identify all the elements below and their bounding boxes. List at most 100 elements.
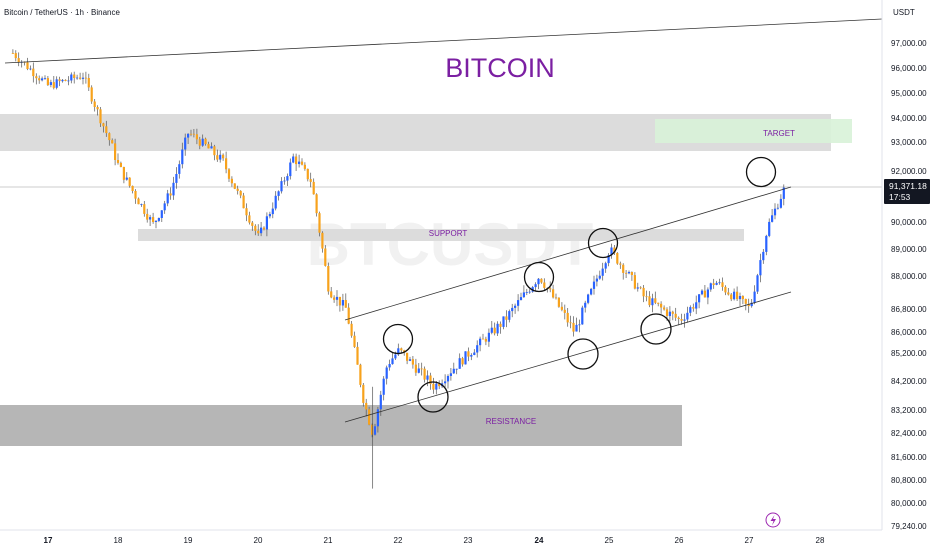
- candle-down: [306, 168, 309, 180]
- candle-up: [753, 291, 756, 303]
- candle-down: [90, 87, 93, 102]
- candle-up: [698, 294, 701, 303]
- candle-down: [648, 296, 651, 306]
- candle-down: [198, 139, 201, 146]
- candle-down: [730, 294, 733, 300]
- candle-up: [446, 376, 450, 382]
- candle-up: [268, 214, 271, 217]
- price-tick-label: 89,000.00: [891, 245, 927, 254]
- candle-up: [773, 208, 777, 216]
- candle-down: [315, 194, 318, 214]
- candle-up: [181, 149, 184, 165]
- candle-up: [172, 182, 175, 196]
- candle-up: [426, 375, 429, 380]
- time-tick-label: 26: [675, 536, 684, 545]
- candle-up: [61, 79, 64, 82]
- last-price-countdown: 17:53: [889, 192, 911, 202]
- candle-down: [119, 162, 122, 167]
- candle-down: [192, 133, 195, 135]
- candle-down: [227, 169, 231, 179]
- candle-up: [627, 272, 631, 274]
- candle-up: [435, 383, 438, 390]
- candle-down: [423, 368, 426, 380]
- candle-up: [289, 162, 292, 177]
- channel-upper-line[interactable]: [344, 186, 792, 321]
- candle-down: [344, 300, 347, 308]
- candle-down: [99, 109, 102, 124]
- long-term-trendline[interactable]: [4, 18, 883, 64]
- lightning-icon[interactable]: [765, 512, 781, 528]
- candle-down: [657, 302, 660, 304]
- candle-up: [283, 180, 286, 182]
- candle-down: [549, 288, 552, 290]
- candle-up: [55, 79, 58, 88]
- candle-down: [680, 319, 683, 321]
- candle-up: [81, 77, 85, 79]
- time-tick-label: 22: [394, 536, 403, 545]
- candle-down: [327, 266, 330, 292]
- candle-up: [394, 354, 397, 359]
- candle-up: [502, 316, 505, 327]
- candle-up: [163, 203, 166, 211]
- candle-down: [262, 227, 266, 230]
- price-tick-label: 96,000.00: [891, 64, 927, 73]
- price-axis[interactable]: 97,000.00 96,000.00 95,000.00 94,000.00 93,0…: [891, 39, 927, 531]
- price-tick-label: 94,000.00: [891, 114, 927, 123]
- candle-down: [230, 178, 233, 184]
- candle-up: [782, 187, 785, 199]
- candle-down: [251, 222, 254, 226]
- candle-down: [11, 53, 14, 54]
- candle-up: [683, 319, 686, 321]
- candle-down: [741, 296, 744, 300]
- candle-up: [578, 324, 581, 326]
- touch-circle: [587, 227, 619, 259]
- candle-up: [537, 278, 540, 285]
- candle-up: [607, 255, 610, 264]
- candle-down: [32, 68, 35, 77]
- candle-down: [362, 384, 365, 403]
- candlestick-series: [11, 49, 785, 489]
- candle-up: [750, 302, 753, 307]
- candle-up: [458, 358, 461, 369]
- candle-up: [184, 137, 187, 150]
- last-price-value: 91,371.18: [889, 181, 927, 191]
- candle-down: [359, 364, 362, 385]
- candle-down: [116, 160, 120, 163]
- candle-up: [417, 368, 420, 373]
- candle-down: [484, 338, 487, 342]
- candle-down: [111, 140, 114, 144]
- candle-down: [721, 282, 724, 287]
- candle-up: [738, 296, 742, 300]
- candle-down: [461, 358, 464, 365]
- candle-up: [140, 204, 143, 205]
- resistance-label: RESISTANCE: [486, 417, 537, 426]
- candle-down: [300, 161, 304, 165]
- candle-down: [216, 155, 219, 160]
- price-tick-label: 80,000.00: [891, 499, 927, 508]
- candle-up: [689, 307, 692, 313]
- candle-up: [700, 290, 704, 295]
- candle-up: [149, 217, 152, 220]
- candle-up: [219, 154, 222, 160]
- candle-up: [779, 198, 782, 208]
- candle-down: [645, 296, 648, 298]
- time-axis[interactable]: 17 18 19 20 21 22 23 24 25 26 27 28: [44, 536, 825, 545]
- candle-down: [58, 79, 61, 82]
- candle-down: [356, 346, 359, 365]
- candle-down: [569, 322, 572, 324]
- candle-down: [225, 158, 228, 170]
- candle-up: [598, 275, 601, 279]
- candle-down: [87, 78, 90, 88]
- candle-down: [499, 323, 502, 327]
- candle-down: [248, 215, 251, 223]
- candle-down: [724, 286, 727, 293]
- candle-up: [70, 74, 73, 81]
- symbol-title: Bitcoin / TetherUS · 1h · Binance: [4, 8, 120, 17]
- candle-up: [166, 193, 169, 204]
- candle-down: [613, 247, 616, 253]
- candle-down: [242, 195, 245, 209]
- candle-down: [432, 383, 435, 390]
- candle-down: [122, 167, 125, 180]
- candle-down: [572, 322, 575, 332]
